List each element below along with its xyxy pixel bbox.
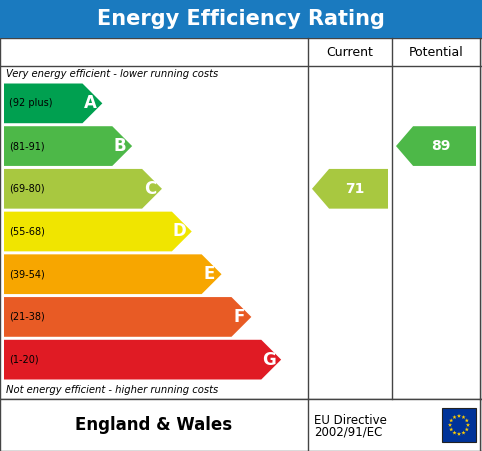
Bar (0, 399, 482, 451)
Text: (1-20): (1-20) (9, 354, 39, 365)
Polygon shape (312, 169, 388, 209)
Polygon shape (448, 423, 452, 427)
Polygon shape (466, 423, 470, 427)
Polygon shape (4, 169, 162, 209)
Polygon shape (449, 427, 453, 431)
Polygon shape (461, 415, 466, 419)
Text: 2002/91/EC: 2002/91/EC (314, 425, 382, 438)
Text: Not energy efficient - higher running costs: Not energy efficient - higher running co… (6, 385, 218, 395)
Polygon shape (457, 432, 461, 436)
Polygon shape (4, 212, 192, 251)
Polygon shape (457, 414, 461, 418)
Text: Potential: Potential (409, 46, 463, 59)
Polygon shape (449, 418, 453, 422)
Text: (81-91): (81-91) (9, 141, 45, 151)
Text: 71: 71 (346, 182, 365, 196)
Text: F: F (234, 308, 245, 326)
Text: D: D (173, 222, 187, 240)
Text: (55-68): (55-68) (9, 226, 45, 236)
Polygon shape (453, 415, 456, 419)
Text: Energy Efficiency Rating: Energy Efficiency Rating (97, 9, 385, 29)
Text: C: C (144, 180, 156, 198)
Polygon shape (465, 418, 469, 422)
Text: G: G (262, 350, 276, 368)
Text: B: B (114, 137, 127, 155)
Bar (0, 38, 482, 399)
Text: (21-38): (21-38) (9, 312, 45, 322)
Text: Current: Current (327, 46, 374, 59)
Text: Very energy efficient - lower running costs: Very energy efficient - lower running co… (6, 69, 218, 79)
Text: A: A (84, 94, 97, 112)
Bar (442, 408, 476, 442)
Polygon shape (453, 431, 456, 435)
Polygon shape (4, 254, 222, 294)
Text: 89: 89 (431, 139, 451, 153)
Polygon shape (465, 427, 469, 431)
Bar (0, 0, 482, 38)
Text: E: E (204, 265, 215, 283)
Polygon shape (461, 431, 466, 435)
Polygon shape (4, 83, 102, 123)
Text: (92 plus): (92 plus) (9, 98, 53, 108)
Text: England & Wales: England & Wales (76, 416, 232, 434)
Text: (39-54): (39-54) (9, 269, 45, 279)
Polygon shape (4, 297, 251, 337)
Polygon shape (4, 340, 281, 379)
Text: (69-80): (69-80) (9, 184, 45, 194)
Polygon shape (4, 126, 132, 166)
Text: EU Directive: EU Directive (314, 414, 387, 427)
Polygon shape (396, 126, 476, 166)
